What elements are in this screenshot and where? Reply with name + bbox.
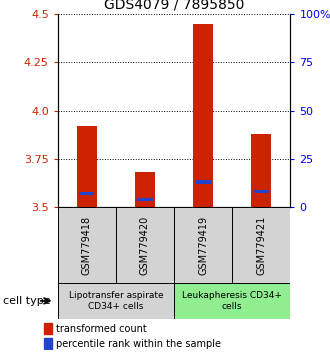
Bar [232,207,290,283]
Bar [174,207,232,283]
Bar [116,207,174,283]
Text: GSM779419: GSM779419 [198,216,208,275]
Text: GSM779418: GSM779418 [82,216,92,275]
Text: cell type: cell type [3,296,51,306]
Text: Lipotransfer aspirate
CD34+ cells: Lipotransfer aspirate CD34+ cells [69,291,163,310]
Bar [193,24,213,207]
Bar [135,172,155,207]
Bar [44,338,52,349]
Bar [79,192,94,195]
Bar [58,207,116,283]
Text: GSM779421: GSM779421 [256,216,266,275]
Bar [251,134,272,207]
Bar [195,180,211,184]
Bar [77,126,97,207]
Bar [44,324,52,334]
Bar [174,283,290,319]
Bar [137,198,153,201]
Title: GDS4079 / 7895850: GDS4079 / 7895850 [104,0,244,12]
Text: percentile rank within the sample: percentile rank within the sample [56,339,221,349]
Text: GSM779420: GSM779420 [140,216,150,275]
Text: Leukapheresis CD34+
cells: Leukapheresis CD34+ cells [182,291,282,310]
Bar [254,190,269,193]
Text: transformed count: transformed count [56,324,147,334]
Bar [58,283,174,319]
